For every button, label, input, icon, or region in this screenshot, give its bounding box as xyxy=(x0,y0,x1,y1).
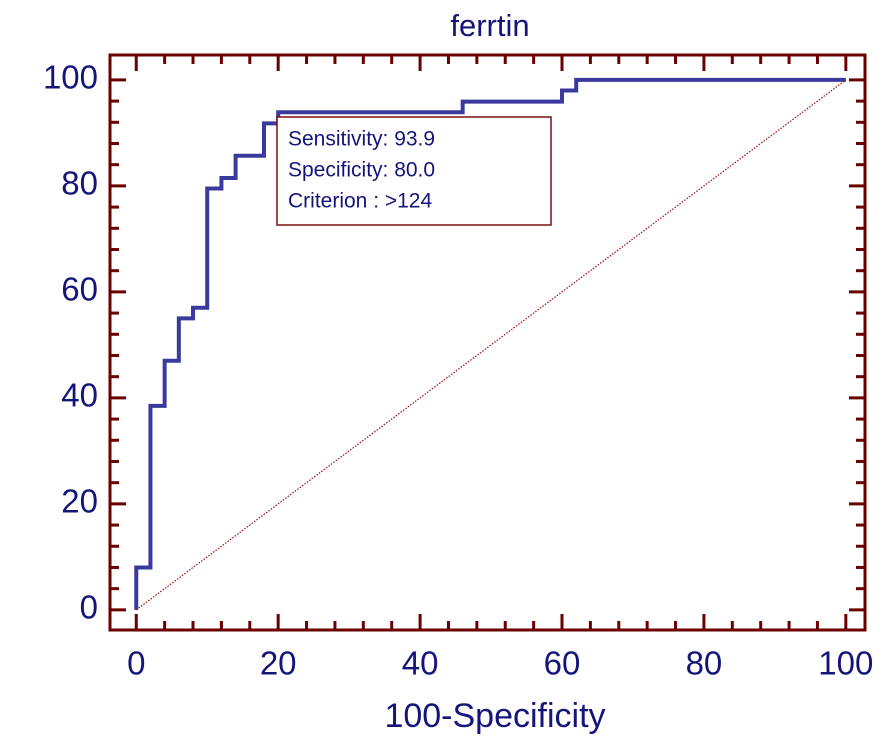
annotation-text: Sensitivity: 93.9 xyxy=(288,128,435,151)
annotation-text: Specificity: 80.0 xyxy=(288,159,435,182)
x-tick-label: 40 xyxy=(402,645,439,682)
y-tick-label: 20 xyxy=(61,483,98,520)
annotation-box xyxy=(276,116,552,226)
x-tick-label: 0 xyxy=(127,645,145,682)
y-tick-label: 60 xyxy=(61,271,98,308)
x-tick-label: 80 xyxy=(686,645,723,682)
plot-frame xyxy=(108,53,867,632)
x-tick-label: 20 xyxy=(260,645,297,682)
x-tick-label: 60 xyxy=(544,645,581,682)
x-axis-label: 100-Specificity xyxy=(384,697,605,735)
y-tick-label: 80 xyxy=(61,165,98,202)
y-tick-label: 0 xyxy=(80,589,98,626)
annotation-text: Criterion : >124 xyxy=(288,190,432,213)
chart-title: ferrtin xyxy=(450,8,529,43)
x-tick-label: 100 xyxy=(818,645,873,682)
y-tick-label: 100 xyxy=(43,59,98,96)
reference-line xyxy=(135,79,847,611)
y-tick-label: 40 xyxy=(61,377,98,414)
roc-curve xyxy=(134,77,846,610)
